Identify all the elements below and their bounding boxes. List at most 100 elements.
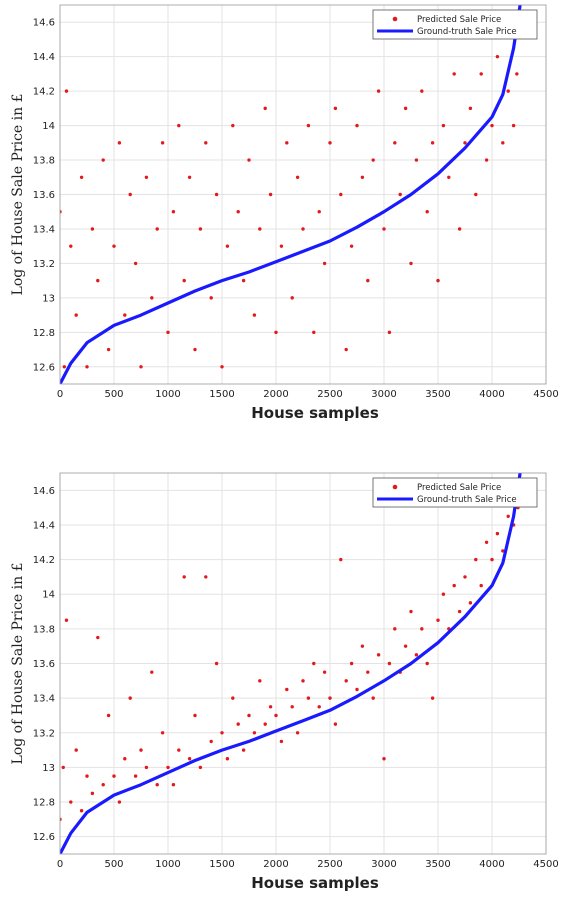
legend: Predicted Sale Price Ground-truth Sale Pr…: [372, 477, 538, 508]
scatter-point: [268, 192, 273, 197]
scatter-point: [279, 244, 284, 248]
x-tick-label: 0: [57, 859, 63, 870]
x-tick-label: 500: [104, 859, 123, 870]
ground-truth-line: [60, 473, 522, 854]
scatter-point: [430, 141, 435, 145]
scatter-point: [376, 89, 381, 93]
axes-frame: [59, 472, 547, 855]
scatter-point: [436, 618, 440, 622]
y-tick-label: 12.8: [33, 798, 55, 809]
scatter-point: [506, 89, 510, 93]
scatter-point: [333, 722, 338, 726]
scatter-point: [463, 575, 467, 579]
y-tick-label: 13.4: [33, 224, 55, 235]
scatter-point: [484, 540, 489, 544]
scatter-point: [474, 192, 478, 197]
scatter-point: [85, 365, 89, 369]
scatter-point: [64, 618, 69, 622]
scatter-point: [150, 296, 154, 300]
scatter-point: [468, 601, 473, 605]
x-tick-label: 4000: [479, 389, 504, 400]
y-tick-label: 13.6: [33, 190, 55, 201]
scatter-point: [241, 748, 246, 752]
scatter-point: [128, 696, 132, 700]
scatter-point: [360, 175, 365, 179]
scatter-point: [106, 713, 111, 718]
scatter-point: [225, 244, 230, 248]
scatter-point: [204, 141, 208, 145]
scatter-point: [263, 722, 267, 726]
scatter-point: [209, 739, 213, 744]
scatter-point: [333, 106, 338, 111]
scatter-point: [171, 783, 176, 787]
scatter-point: [457, 227, 462, 231]
axes-frame: [59, 4, 547, 385]
scatter-point: [409, 609, 413, 614]
x-tick-label: 2000: [263, 389, 288, 400]
scatter-point: [355, 123, 359, 128]
scatter-point: [101, 783, 105, 787]
scatter-point: [344, 679, 348, 683]
plot-marks: [60, 473, 522, 854]
scatter-point: [225, 757, 230, 761]
scatter-point: [106, 347, 111, 352]
legend-marker-predicted: [392, 16, 398, 22]
scatter-point: [247, 713, 251, 718]
scatter-point: [393, 141, 397, 145]
scatter-point: [96, 635, 100, 640]
scatter-point: [74, 313, 78, 317]
y-tick-label: 12.6: [33, 362, 55, 373]
scatter-point: [393, 627, 397, 631]
scatter-point: [371, 696, 375, 700]
scatter-point: [387, 661, 392, 666]
y-axis-label: Log of House Sale Price in £: [10, 563, 26, 765]
scatter-point: [414, 158, 419, 162]
scatter-point: [495, 531, 500, 536]
scatter-point: [301, 679, 305, 683]
scatter-point: [425, 661, 429, 666]
scatter-point: [96, 278, 100, 283]
y-tick-label: 14.2: [33, 555, 55, 566]
scatter-point: [214, 192, 219, 197]
scatter-point: [69, 244, 73, 248]
scatter-point: [139, 365, 143, 369]
scatter-point: [268, 705, 273, 709]
x-tick-label: 1500: [209, 389, 234, 400]
scatter-point: [425, 210, 429, 214]
scatter-point: [468, 106, 473, 111]
scatter-point: [61, 765, 65, 770]
scatter-point: [306, 123, 311, 128]
scatter-point: [295, 731, 300, 735]
y-tick-label: 13.8: [33, 624, 55, 635]
scatter-point: [436, 278, 440, 283]
legend-label: Predicted Sale Price: [417, 483, 501, 493]
scatter-point: [312, 661, 316, 666]
scatter-point: [490, 123, 494, 128]
y-tick-label: 14.2: [33, 87, 55, 98]
scatter-point: [79, 809, 84, 813]
scatter-point: [382, 227, 386, 231]
y-tick-label: 13.2: [33, 259, 55, 270]
scatter-point: [355, 687, 359, 692]
scatter-point: [285, 141, 289, 145]
scatter-point: [166, 330, 170, 335]
scatter-point: [403, 106, 408, 111]
scatter-point: [252, 313, 257, 317]
scatter-point: [290, 705, 294, 709]
scatter-point: [204, 575, 208, 579]
scatter-point: [376, 653, 381, 657]
scatter-point: [328, 696, 332, 700]
scatter-point: [344, 347, 348, 352]
scatter-point: [241, 278, 246, 283]
scatter-point: [409, 261, 413, 266]
scatter-point: [371, 158, 375, 162]
scatter-point: [139, 748, 143, 752]
scatter-point: [441, 123, 446, 128]
scatter-point: [155, 783, 159, 787]
scatter-point: [506, 514, 510, 518]
scatter-point: [349, 661, 354, 666]
scatter-point: [209, 296, 213, 300]
scatter-point: [60, 210, 62, 214]
scatter-point: [279, 739, 284, 744]
